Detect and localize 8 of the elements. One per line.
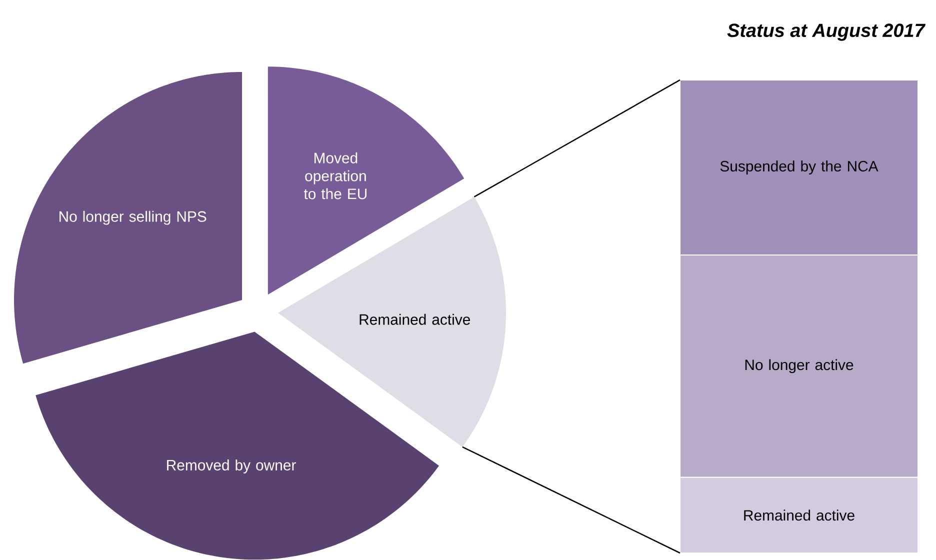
series-label: No longer active bbox=[745, 359, 854, 374]
slice-label: Removed by owner bbox=[167, 459, 296, 474]
slice-label: No longer selling NPS bbox=[60, 210, 206, 225]
chart-title: Status at August 2017 bbox=[727, 24, 926, 41]
series-label: Remained active bbox=[744, 510, 854, 521]
series-label: Suspended by the NCA bbox=[720, 160, 878, 174]
slice-label: Remained active bbox=[360, 314, 470, 325]
slice-label: Moved operation to the EU bbox=[304, 152, 367, 200]
